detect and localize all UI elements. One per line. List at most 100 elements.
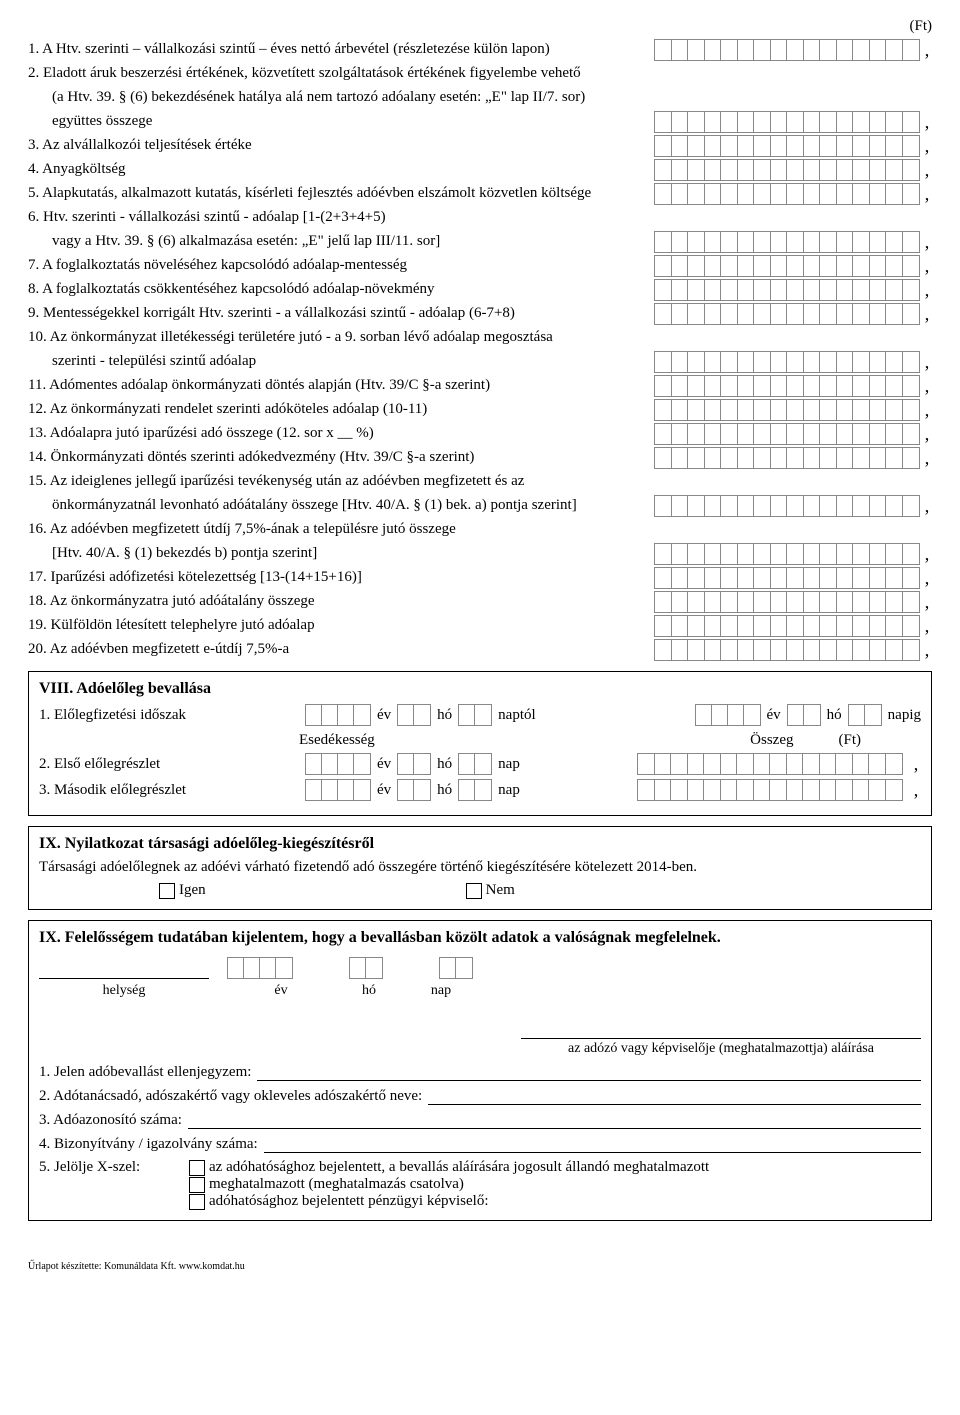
form-row: 20. Az adóévben megfizetett e-útdíj 7,5%… [28,639,932,661]
comma: , [922,424,932,444]
form-row: önkormányzatnál levonható adóátalány öss… [28,495,932,517]
sub-headers: Esedékesség Összeg (Ft) [299,732,921,749]
comma: , [922,448,932,468]
amount-cells[interactable] [654,399,920,421]
form-row: 3. Az alvállalkozói teljesítések értéke, [28,135,932,157]
comma: , [922,568,932,588]
amount-cells[interactable] [654,135,920,157]
opt2: meghatalmazott (meghatalmazás csatolva) [209,1176,464,1192]
first-installment-label: 2. Első előlegrészlet [39,756,299,773]
form-row: 13. Adóalapra jutó iparűzési adó összege… [28,423,932,445]
date-m2[interactable] [397,779,431,801]
row-label: 6. Htv. szerinti - vállalkozási szintű -… [28,207,932,227]
amount-cells[interactable] [654,231,920,253]
date-d[interactable] [458,753,492,775]
form-row: 14. Önkormányzati döntés szerinti adóked… [28,447,932,469]
checkbox-opt2[interactable] [189,1177,205,1193]
month-input-2[interactable] [787,704,821,726]
amount-cells[interactable] [654,495,920,517]
row-label: [Htv. 40/A. § (1) bekezdés b) pontja sze… [28,543,654,563]
signature-line[interactable] [521,1017,921,1039]
label-naptol: naptól [498,707,536,724]
amount-cells[interactable] [654,567,920,589]
form-row: 4. Anyagköltség, [28,159,932,181]
form-row: 9. Mentességekkel korrigált Htv. szerint… [28,303,932,325]
amount-input-2[interactable] [637,779,903,801]
label-nem: Nem [486,882,515,898]
amount-input[interactable] [637,753,903,775]
l2: 2. Adótanácsadó, adószakértő vagy okleve… [39,1088,422,1105]
checkbox-igen[interactable] [159,883,175,899]
row-label: (a Htv. 39. § (6) bekezdésének hatálya a… [28,87,932,107]
year-input[interactable] [305,704,371,726]
l5: 5. Jelölje X-szel: [39,1159,189,1176]
date-d2[interactable] [458,779,492,801]
month-input[interactable] [397,704,431,726]
sig-day[interactable] [439,957,473,979]
comma: , [922,136,932,156]
label-ev: év [377,707,391,724]
amount-cells[interactable] [654,159,920,181]
amount-cells[interactable] [654,183,920,205]
amount-cells[interactable] [654,303,920,325]
row-label: 17. Iparűzési adófizetési kötelezettség … [28,567,654,587]
row-label: együttes összege [28,111,654,131]
form-row: 15. Az ideiglenes jellegű iparűzési tevé… [28,471,932,493]
amount-cells[interactable] [654,279,920,301]
form-row: 7. A foglalkoztatás növeléséhez kapcsoló… [28,255,932,277]
row-label: 11. Adómentes adóalap önkormányzati dönt… [28,375,654,395]
form-row: 16. Az adóévben megfizetett útdíj 7,5%-á… [28,519,932,541]
label-ho: hó [437,707,452,724]
checkbox-nem[interactable] [466,883,482,899]
l3-input[interactable] [188,1111,921,1129]
l4-input[interactable] [264,1135,921,1153]
form-row: 8. A foglalkoztatás csökkentéséhez kapcs… [28,279,932,301]
checkbox-opt1[interactable] [189,1160,205,1176]
form-row: 10. Az önkormányzat illetékességi terüle… [28,327,932,349]
section-viii: VIII. Adóelőleg bevallása 1. Előlegfizet… [28,671,932,816]
row-label: vagy a Htv. 39. § (6) alkalmazása esetén… [28,231,654,251]
form-row: együttes összege, [28,111,932,133]
label-ho: hó [353,983,385,999]
row-label: 7. A foglalkoztatás növeléséhez kapcsoló… [28,255,654,275]
amount-cells[interactable] [654,255,920,277]
row-label: 10. Az önkormányzat illetékességi terüle… [28,327,932,347]
comma: , [922,256,932,276]
row-first-installment: 2. Első előlegrészlet év hó nap , [39,753,921,775]
amount-cells[interactable] [654,351,920,373]
amount-cells[interactable] [654,375,920,397]
l1-input[interactable] [257,1063,921,1081]
l2-input[interactable] [428,1087,921,1105]
day-input-2[interactable] [848,704,882,726]
date-m[interactable] [397,753,431,775]
amount-cells[interactable] [654,639,920,661]
sig-year[interactable] [227,957,293,979]
row-label: 5. Alapkutatás, alkalmazott kutatás, kís… [28,183,654,203]
day-input[interactable] [458,704,492,726]
form-row: 6. Htv. szerinti - vállalkozási szintű -… [28,207,932,229]
amount-cells[interactable] [654,423,920,445]
form-row: 19. Külföldön létesített telephelyre jut… [28,615,932,637]
sig-month[interactable] [349,957,383,979]
comma: , [922,304,932,324]
checkbox-opt3[interactable] [189,1194,205,1210]
row-label: 14. Önkormányzati döntés szerinti adóked… [28,447,654,467]
ix1-title: IX. Nyilatkozat társasági adóelőleg-kieg… [39,835,921,853]
comma: , [922,496,932,516]
form-row: 2. Eladott áruk beszerzési értékének, kö… [28,63,932,85]
amount-cells[interactable] [654,111,920,133]
form-row: 5. Alapkutatás, alkalmazott kutatás, kís… [28,183,932,205]
row-label: 12. Az önkormányzati rendelet szerinti a… [28,399,654,419]
amount-cells[interactable] [654,591,920,613]
place-input[interactable] [39,957,209,979]
row-label: 20. Az adóévben megfizetett e-útdíj 7,5%… [28,639,654,659]
amount-cells[interactable] [654,39,920,61]
date-y[interactable] [305,753,371,775]
amount-cells[interactable] [654,447,920,469]
date-y2[interactable] [305,779,371,801]
amount-cells[interactable] [654,543,920,565]
year-input-2[interactable] [695,704,761,726]
amount-cells[interactable] [654,615,920,637]
comma: , [922,376,932,396]
row-label: 13. Adóalapra jutó iparűzési adó összege… [28,423,654,443]
